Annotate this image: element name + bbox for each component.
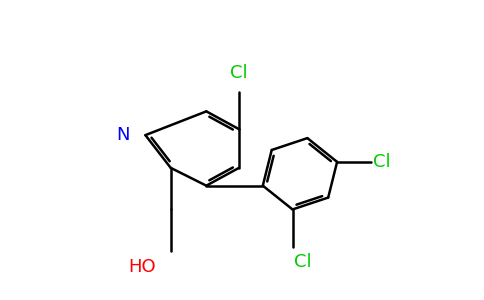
Text: Cl: Cl xyxy=(294,253,312,271)
Text: Cl: Cl xyxy=(230,64,248,82)
Text: Cl: Cl xyxy=(373,153,391,171)
Text: N: N xyxy=(116,126,130,144)
Text: HO: HO xyxy=(129,258,156,276)
